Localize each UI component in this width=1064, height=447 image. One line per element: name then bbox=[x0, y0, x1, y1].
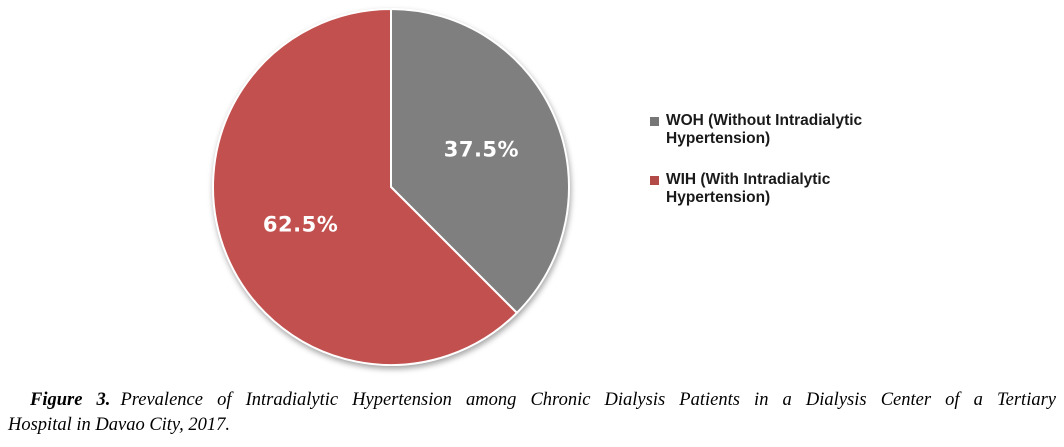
pie-slice-value-label: 37.5% bbox=[444, 138, 519, 162]
chart-legend: WOH (Without Intradialytic Hypertension)… bbox=[650, 112, 916, 230]
legend-label-woh: WOH (Without Intradialytic Hypertension) bbox=[666, 112, 863, 147]
pie-labels-group: 37.5% 62.5% bbox=[263, 138, 519, 237]
figure-caption: Figure 3. Prevalence of Intradialytic Hyp… bbox=[8, 388, 1056, 438]
figure-caption-text-1: Prevalence of Intradialytic Hypertension… bbox=[120, 390, 1056, 410]
figure-label: Figure 3. bbox=[30, 390, 111, 410]
pie-slice-wih bbox=[212, 8, 518, 366]
figure-caption-line-2: Hospital in Davao City, 2017. bbox=[8, 415, 230, 435]
legend-label-wih: WIH (With Intradialytic Hypertension) bbox=[666, 171, 831, 206]
legend-item-wih: WIH (With Intradialytic Hypertension) bbox=[650, 171, 916, 207]
legend-item-woh: WOH (Without Intradialytic Hypertension) bbox=[650, 112, 916, 148]
pie-chart: 37.5% 62.5% bbox=[212, 8, 570, 366]
pie-slice-woh bbox=[390, 8, 570, 314]
figure-caption-line-1: Figure 3. Prevalence of Intradialytic Hyp… bbox=[8, 388, 1056, 413]
pie-slices-group bbox=[212, 8, 570, 366]
legend-swatch-wih-icon bbox=[650, 176, 659, 185]
legend-swatch-woh-icon bbox=[650, 117, 659, 126]
pie-slice-value-label: 62.5% bbox=[263, 213, 338, 237]
